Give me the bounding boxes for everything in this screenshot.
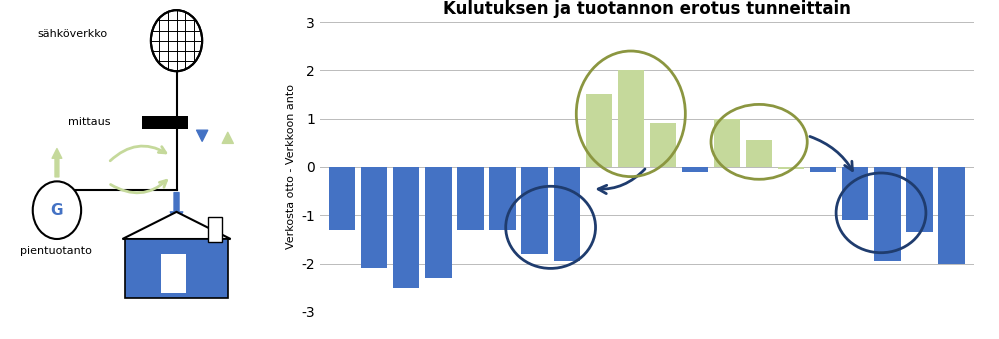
Text: sähköverkko: sähköverkko — [37, 29, 107, 39]
Bar — [617, 71, 644, 167]
Bar — [842, 167, 868, 220]
Bar — [361, 167, 388, 268]
Bar — [426, 167, 452, 278]
Bar — [394, 167, 420, 288]
Bar — [585, 95, 612, 167]
Circle shape — [151, 10, 202, 71]
Bar — [208, 217, 222, 242]
Circle shape — [33, 181, 81, 239]
Y-axis label: Verkosta otto - Verkkoon anto: Verkosta otto - Verkkoon anto — [286, 84, 296, 250]
Bar — [521, 167, 547, 254]
Bar — [810, 167, 836, 172]
Bar — [649, 123, 676, 167]
Bar — [938, 167, 965, 264]
Bar — [746, 140, 772, 167]
Bar — [125, 239, 228, 298]
Bar — [681, 167, 708, 172]
Bar — [714, 119, 740, 167]
Polygon shape — [123, 212, 231, 239]
Bar — [778, 167, 804, 170]
Bar — [490, 167, 515, 230]
Text: pientuotanto: pientuotanto — [20, 246, 92, 256]
Bar — [874, 167, 900, 261]
Text: G: G — [51, 203, 63, 218]
Title: Kulutuksen ja tuotannon erotus tunneittain: Kulutuksen ja tuotannon erotus tunneitta… — [443, 0, 851, 18]
Bar — [553, 167, 579, 261]
Text: mittaus: mittaus — [68, 117, 111, 127]
Bar — [142, 116, 188, 129]
Bar — [458, 167, 484, 230]
Bar — [161, 254, 187, 293]
Bar — [329, 167, 356, 230]
Bar — [906, 167, 933, 232]
